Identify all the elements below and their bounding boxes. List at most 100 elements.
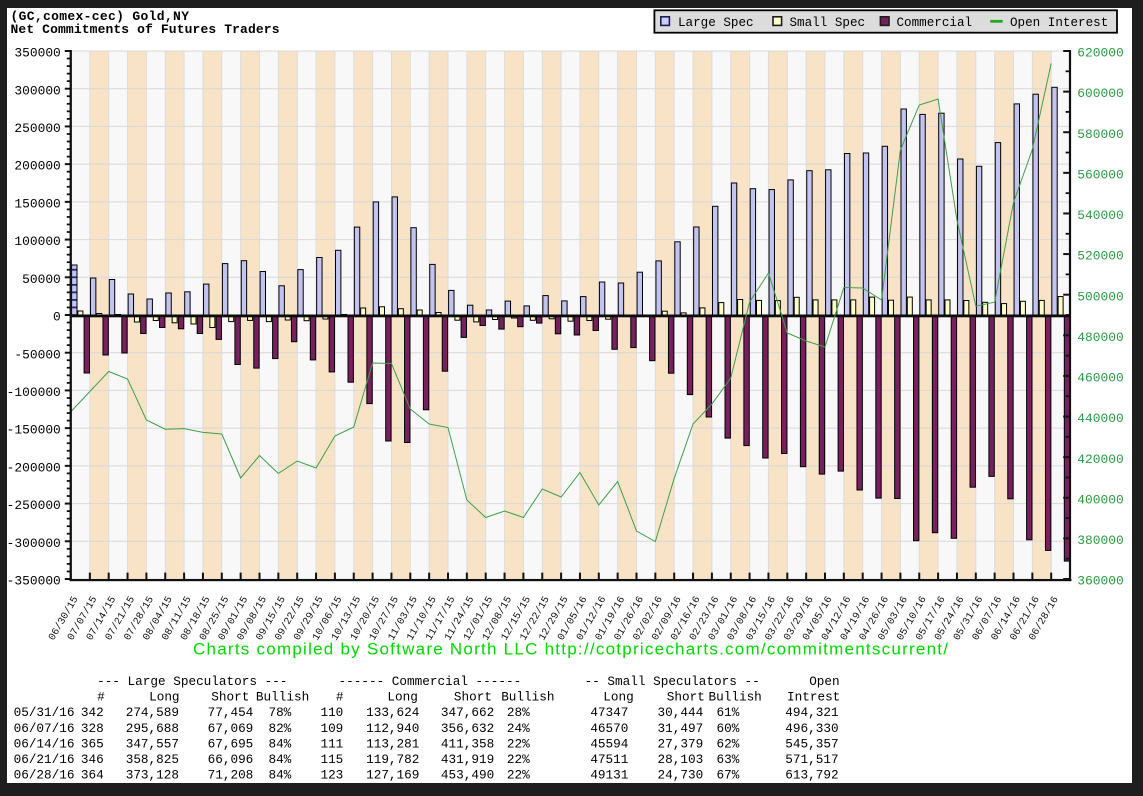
svg-text:27,379: 27,379 — [658, 736, 704, 751]
svg-text:Small Spec: Small Spec — [790, 16, 866, 30]
svg-text:Long: Long — [387, 690, 417, 705]
svg-text:360000: 360000 — [1077, 574, 1123, 589]
svg-text:-- Small Speculators --: -- Small Speculators -- — [585, 674, 760, 689]
svg-text:63%: 63% — [717, 752, 740, 767]
svg-text:28,103: 28,103 — [658, 752, 704, 767]
svg-text:110: 110 — [320, 705, 343, 720]
svg-text:67%: 67% — [717, 768, 740, 783]
svg-text:123: 123 — [320, 768, 343, 783]
svg-text:67,069: 67,069 — [208, 721, 254, 736]
svg-text:24%: 24% — [507, 721, 530, 736]
svg-text:112,940: 112,940 — [366, 721, 419, 736]
svg-text:613,792: 613,792 — [785, 768, 838, 783]
svg-text:-150000: -150000 — [7, 423, 61, 438]
svg-text:24,730: 24,730 — [658, 768, 704, 783]
svg-text:115: 115 — [320, 752, 343, 767]
svg-text:49131: 49131 — [590, 768, 628, 783]
svg-text:540000: 540000 — [1077, 208, 1123, 223]
svg-text:Open Interest: Open Interest — [1010, 16, 1108, 30]
svg-text:82%: 82% — [268, 721, 291, 736]
svg-text:61%: 61% — [717, 705, 740, 720]
svg-text:109: 109 — [320, 721, 343, 736]
svg-text:-250000: -250000 — [7, 498, 61, 513]
svg-text:Short: Short — [454, 690, 492, 705]
svg-text:411,358: 411,358 — [441, 736, 494, 751]
svg-text:545,357: 545,357 — [785, 736, 838, 751]
svg-text:84%: 84% — [268, 736, 291, 751]
svg-text:0: 0 — [53, 310, 61, 325]
svg-text:400000: 400000 — [1077, 492, 1123, 507]
svg-text:-50000: -50000 — [14, 347, 60, 362]
svg-text:496,330: 496,330 — [785, 721, 838, 736]
svg-text:06/21/16: 06/21/16 — [14, 752, 75, 767]
svg-text:127,169: 127,169 — [366, 768, 419, 783]
svg-text:420000: 420000 — [1077, 452, 1123, 467]
svg-text:77,454: 77,454 — [208, 705, 254, 720]
svg-text:580000: 580000 — [1077, 127, 1123, 142]
svg-text:#: # — [97, 690, 105, 705]
svg-text:30,444: 30,444 — [658, 705, 704, 720]
svg-text:Intrest: Intrest — [787, 690, 840, 705]
svg-text:-300000: -300000 — [7, 536, 61, 551]
svg-text:373,128: 373,128 — [126, 768, 179, 783]
svg-text:Bullish: Bullish — [256, 690, 309, 705]
svg-text:46570: 46570 — [590, 721, 628, 736]
svg-text:------ Commercial ------: ------ Commercial ------ — [339, 674, 522, 689]
svg-text:380000: 380000 — [1077, 533, 1123, 548]
svg-text:06/14/16: 06/14/16 — [14, 736, 75, 751]
svg-text:Bullish: Bullish — [501, 690, 554, 705]
svg-text:Open: Open — [809, 674, 839, 689]
svg-text:Long: Long — [603, 690, 633, 705]
svg-text:Bullish: Bullish — [709, 690, 762, 705]
svg-text:Short: Short — [667, 690, 705, 705]
svg-text:358,825: 358,825 — [126, 752, 179, 767]
svg-text:111: 111 — [320, 736, 343, 751]
svg-text:200000: 200000 — [14, 159, 60, 174]
svg-text:250000: 250000 — [14, 121, 60, 136]
svg-text:113,281: 113,281 — [366, 736, 419, 751]
svg-text:22%: 22% — [507, 768, 530, 783]
svg-text:22%: 22% — [507, 752, 530, 767]
svg-text:47511: 47511 — [590, 752, 628, 767]
svg-text:365: 365 — [81, 736, 104, 751]
svg-text:-100000: -100000 — [7, 385, 61, 400]
svg-text:300000: 300000 — [14, 83, 60, 98]
svg-text:06/07/16: 06/07/16 — [14, 721, 75, 736]
svg-text:-350000: -350000 — [7, 574, 61, 589]
svg-text:60%: 60% — [717, 721, 740, 736]
svg-text:67,695: 67,695 — [208, 736, 254, 751]
svg-text:Long: Long — [149, 690, 179, 705]
svg-text:66,096: 66,096 — [208, 752, 254, 767]
svg-text:78%: 78% — [268, 705, 291, 720]
svg-text:295,688: 295,688 — [126, 721, 179, 736]
svg-text:06/28/16: 06/28/16 — [14, 768, 75, 783]
svg-text:480000: 480000 — [1077, 330, 1123, 345]
svg-text:431,919: 431,919 — [441, 752, 494, 767]
svg-text:356,632: 356,632 — [441, 721, 494, 736]
svg-text:347,557: 347,557 — [126, 736, 179, 751]
svg-text:150000: 150000 — [14, 196, 60, 211]
svg-text:62%: 62% — [717, 736, 740, 751]
svg-text:494,321: 494,321 — [785, 705, 838, 720]
svg-text:460000: 460000 — [1077, 371, 1123, 386]
svg-text:Charts compiled by Software No: Charts compiled by Software North LLC ht… — [193, 640, 948, 659]
svg-text:45594: 45594 — [590, 736, 628, 751]
svg-text:84%: 84% — [268, 752, 291, 767]
svg-text:133,624: 133,624 — [366, 705, 419, 720]
svg-text:(GC,comex-cec) Gold,NY: (GC,comex-cec) Gold,NY — [11, 9, 190, 24]
svg-text:274,589: 274,589 — [126, 705, 179, 720]
svg-text:571,517: 571,517 — [785, 752, 838, 767]
svg-text:440000: 440000 — [1077, 411, 1123, 426]
svg-text:71,208: 71,208 — [208, 768, 254, 783]
svg-text:600000: 600000 — [1077, 86, 1123, 101]
svg-text:50000: 50000 — [22, 272, 61, 287]
svg-text:520000: 520000 — [1077, 249, 1123, 264]
svg-text:#: # — [336, 690, 344, 705]
svg-text:22%: 22% — [507, 736, 530, 751]
svg-text:346: 346 — [81, 752, 104, 767]
svg-text:347,662: 347,662 — [441, 705, 494, 720]
svg-text:84%: 84% — [268, 768, 291, 783]
svg-text:Short: Short — [211, 690, 249, 705]
svg-text:05/31/16: 05/31/16 — [14, 705, 75, 720]
svg-text:560000: 560000 — [1077, 167, 1123, 182]
